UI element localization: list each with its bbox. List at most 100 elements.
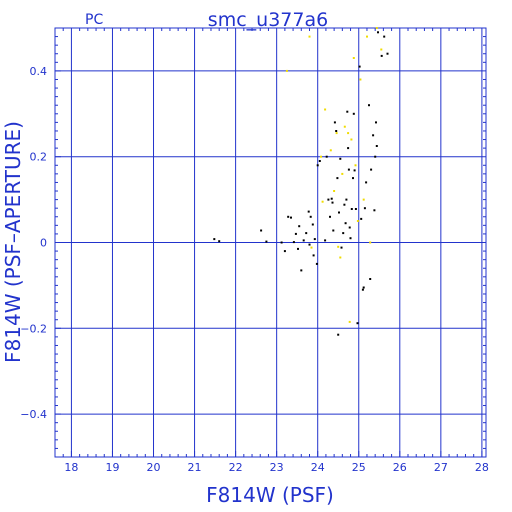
data-point	[325, 155, 328, 158]
data-point	[374, 155, 377, 158]
data-point	[362, 198, 365, 201]
y-tick-label: −0.2	[20, 322, 47, 335]
grid-lines	[55, 28, 486, 457]
data-point	[307, 210, 310, 213]
data-point	[383, 35, 386, 38]
data-point	[375, 145, 378, 147]
x-tick-label: 22	[229, 461, 243, 474]
data-point	[335, 132, 338, 135]
data-point	[380, 54, 383, 57]
x-tick-label: 24	[311, 461, 325, 474]
data-point	[359, 78, 362, 81]
data-point	[365, 181, 368, 184]
data-point	[346, 110, 349, 113]
data-point	[352, 57, 355, 59]
data-point	[360, 217, 363, 220]
data-point	[338, 211, 340, 214]
data-point	[329, 149, 332, 152]
x-tick-label: 23	[270, 461, 284, 474]
data-point	[369, 241, 372, 244]
data-point	[375, 121, 377, 124]
data-point	[260, 229, 263, 232]
data-point	[352, 177, 354, 180]
data-point	[358, 65, 361, 68]
data-point	[341, 172, 344, 175]
data-point	[354, 164, 357, 167]
x-tick-label: 28	[475, 461, 489, 474]
data-point	[290, 216, 292, 219]
data-point	[324, 108, 327, 111]
data-point	[370, 168, 373, 171]
data-point	[305, 232, 308, 235]
y-tick-label: 0.2	[30, 151, 48, 164]
data-points	[213, 27, 389, 336]
data-point	[386, 52, 389, 55]
x-tick-label: 20	[147, 461, 161, 474]
x-tick-label: 27	[434, 461, 448, 474]
data-point	[302, 239, 305, 242]
data-point	[309, 215, 312, 218]
y-tick-label: −0.4	[20, 408, 47, 421]
x-axis-label: F814W (PSF)	[206, 483, 334, 507]
data-point	[368, 104, 370, 107]
data-point	[347, 147, 350, 150]
data-point	[331, 201, 334, 204]
data-point	[298, 225, 301, 228]
data-point	[350, 208, 353, 210]
data-point	[348, 320, 351, 323]
x-tick-label: 18	[64, 461, 78, 474]
panel-label: PC	[85, 12, 103, 28]
data-point	[366, 35, 368, 38]
data-point	[280, 241, 283, 244]
data-point	[343, 203, 346, 206]
data-point	[330, 197, 333, 200]
data-point	[343, 125, 346, 128]
data-point	[350, 138, 353, 141]
data-point	[339, 256, 342, 259]
data-point	[342, 232, 345, 235]
data-point	[356, 220, 359, 222]
data-point	[310, 246, 313, 249]
data-point	[347, 168, 350, 171]
data-point	[218, 240, 221, 243]
data-point	[347, 132, 350, 135]
data-point	[352, 112, 355, 115]
data-point	[213, 238, 216, 241]
data-point	[369, 278, 372, 280]
data-point	[285, 69, 288, 72]
data-point	[294, 232, 297, 235]
data-point	[373, 209, 376, 212]
data-point	[315, 262, 318, 265]
chart-title: smc_u377a6	[208, 9, 328, 31]
data-point	[336, 177, 339, 180]
data-point	[297, 247, 299, 250]
data-point	[321, 200, 324, 203]
data-point	[329, 215, 331, 218]
data-point	[335, 130, 338, 132]
data-point	[265, 240, 268, 243]
data-point	[332, 229, 335, 232]
data-point	[363, 207, 366, 210]
data-point	[308, 35, 311, 38]
data-point	[283, 250, 286, 253]
data-point	[339, 157, 342, 160]
data-point	[375, 27, 378, 29]
data-point	[340, 246, 343, 249]
data-point	[333, 190, 336, 192]
data-point	[313, 238, 316, 241]
data-point	[292, 241, 295, 244]
data-point	[327, 198, 330, 201]
data-point	[312, 254, 315, 257]
x-tick-label: 26	[393, 461, 407, 474]
data-point	[300, 269, 303, 272]
data-point	[324, 239, 327, 242]
data-point	[354, 208, 357, 210]
y-axis-label: F814W (PSF–APERTURE)	[1, 121, 25, 363]
data-point	[344, 222, 347, 225]
x-tick-label: 21	[188, 461, 202, 474]
data-point	[356, 322, 359, 325]
data-point	[361, 288, 364, 291]
x-tick-label: 25	[352, 461, 366, 474]
data-point	[316, 164, 319, 167]
data-point	[362, 286, 365, 289]
